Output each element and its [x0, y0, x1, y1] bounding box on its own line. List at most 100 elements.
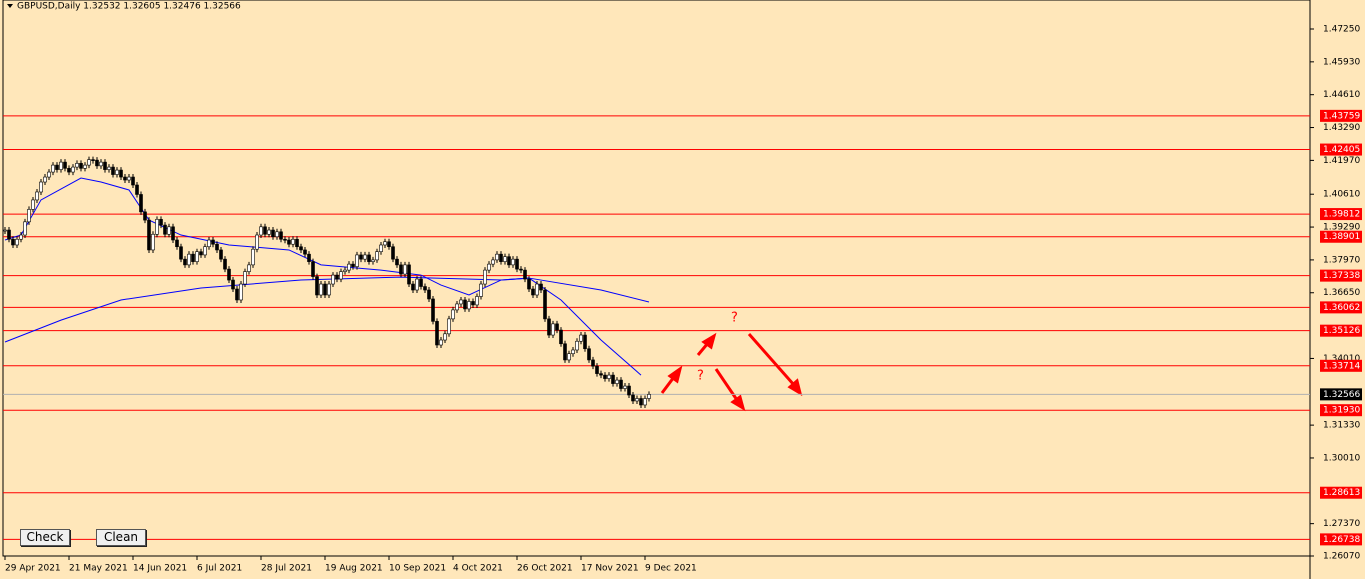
candle — [547, 318, 551, 336]
candle — [179, 246, 183, 260]
candle — [55, 164, 59, 170]
y-tick-label: 1.36650 — [1323, 288, 1360, 298]
candle — [187, 253, 191, 266]
candle — [111, 166, 115, 175]
candle — [579, 334, 583, 342]
level-tag — [1320, 230, 1362, 243]
candle — [99, 161, 103, 167]
candle — [391, 246, 395, 260]
candle — [591, 359, 595, 367]
candle — [67, 168, 71, 173]
candle — [35, 191, 39, 201]
candle — [527, 278, 531, 290]
candle — [295, 238, 299, 248]
candle — [643, 398, 647, 406]
level-tag — [1320, 301, 1362, 314]
level-label: 1.39812 — [1323, 210, 1360, 220]
candle — [571, 349, 575, 355]
candle — [255, 234, 259, 250]
candle — [119, 169, 123, 178]
candle — [19, 234, 23, 240]
candle — [175, 239, 179, 248]
x-tick-label: 14 Jun 2021 — [133, 564, 187, 574]
candle — [539, 283, 543, 291]
y-tick-label: 1.44610 — [1323, 90, 1360, 100]
candle — [107, 166, 111, 170]
candle — [443, 333, 447, 341]
level-tag — [1320, 533, 1362, 546]
level-label: 1.31930 — [1323, 406, 1360, 416]
level-label: 1.33714 — [1323, 361, 1360, 371]
y-tick-label: 1.41970 — [1323, 156, 1360, 166]
x-tick-label: 28 Jul 2021 — [261, 564, 312, 574]
clean-button[interactable]: Clean — [96, 529, 146, 546]
candle — [239, 283, 243, 301]
candle — [183, 258, 187, 266]
candle — [31, 199, 35, 210]
candle — [303, 249, 307, 255]
candle — [15, 238, 19, 246]
candle — [375, 251, 379, 261]
candle — [387, 241, 391, 248]
candle — [291, 238, 295, 245]
candle — [143, 211, 147, 221]
candle — [63, 161, 67, 169]
candle — [419, 278, 423, 287]
candle — [335, 274, 339, 280]
price-tag — [1320, 388, 1362, 401]
arrows — [660, 332, 803, 412]
current-price-label: 1.32566 — [1323, 390, 1360, 400]
candle — [23, 221, 27, 236]
candle — [499, 253, 503, 262]
plot-frame — [2, 0, 1311, 557]
candle — [331, 274, 335, 285]
candle — [263, 226, 267, 235]
candle — [75, 163, 79, 168]
level-tag — [1320, 269, 1362, 282]
chart-title: GBPUSD,Daily 1.32532 1.32605 1.32476 1.3… — [17, 2, 241, 12]
y-tick-label: 1.39290 — [1323, 223, 1360, 233]
candle — [563, 343, 567, 361]
candle — [603, 374, 607, 379]
candle — [415, 278, 419, 291]
candle — [411, 283, 415, 291]
candle — [451, 309, 455, 320]
y-tick-label: 1.37970 — [1323, 255, 1360, 265]
level-label: 1.38901 — [1323, 232, 1360, 242]
candle — [459, 299, 463, 305]
candle — [619, 379, 623, 389]
candle — [215, 243, 219, 251]
candle — [479, 283, 483, 297]
candle — [235, 288, 239, 301]
check-button[interactable]: Check — [20, 529, 70, 546]
candle — [503, 256, 507, 262]
candle — [299, 246, 303, 251]
candle — [231, 279, 235, 290]
candle — [379, 244, 383, 252]
candle — [531, 288, 535, 296]
annotation: ? — [697, 369, 704, 384]
candle — [51, 164, 55, 173]
candle — [151, 233, 155, 251]
candle — [283, 238, 287, 241]
y-tick-label: 1.30010 — [1323, 453, 1360, 463]
candle — [155, 219, 159, 235]
candle — [535, 283, 539, 296]
candle — [495, 253, 499, 261]
candle — [363, 254, 367, 260]
y-tick-label: 1.34010 — [1323, 354, 1360, 364]
candle — [223, 258, 227, 270]
candle — [171, 226, 175, 241]
candle — [383, 241, 387, 246]
candle — [507, 256, 511, 266]
candle — [7, 229, 11, 240]
candle — [191, 253, 195, 262]
candle — [615, 379, 619, 384]
candle — [79, 163, 83, 169]
candle — [127, 176, 131, 181]
x-tick-label: 26 Oct 2021 — [517, 564, 573, 574]
candle — [219, 249, 223, 260]
y-tick-label: 1.27370 — [1323, 519, 1360, 529]
candle — [159, 219, 163, 226]
